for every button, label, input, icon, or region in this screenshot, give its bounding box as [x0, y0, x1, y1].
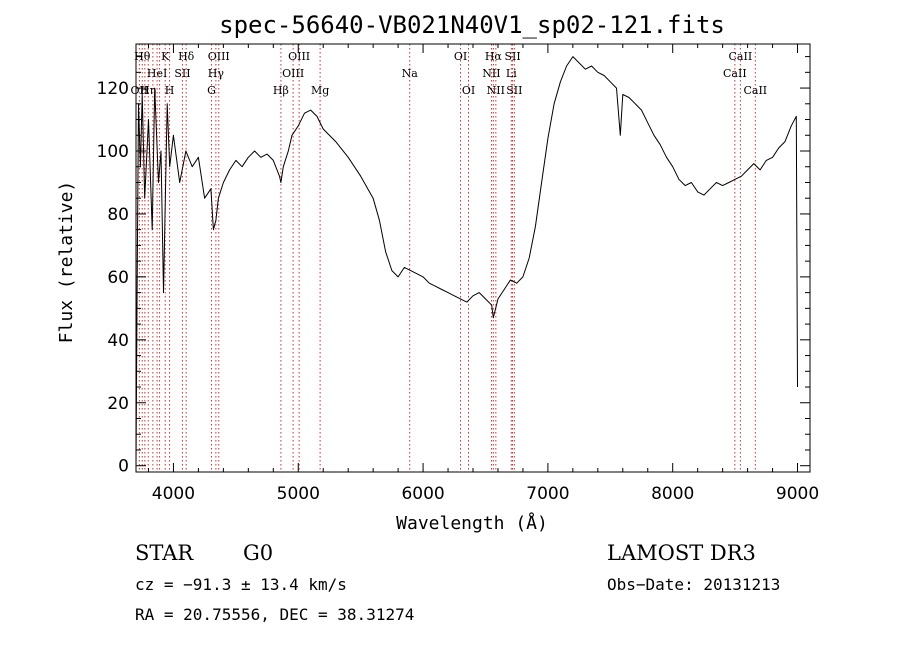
x-tick-label: 8000	[651, 484, 694, 504]
obs-date: Obs−Date: 20131213	[607, 575, 780, 594]
marker-label: CaII	[743, 84, 767, 97]
x-tick-label: 7000	[526, 484, 569, 504]
marker-label: Hγ	[208, 67, 225, 80]
marker-label: NII	[482, 67, 500, 80]
plot-frame	[135, 43, 811, 473]
marker-label: Hα	[485, 50, 503, 63]
marker-label: OI	[454, 50, 467, 63]
y-tick-label: 0	[118, 457, 129, 477]
marker-label: OI	[462, 84, 475, 97]
marker-label: K	[161, 50, 170, 63]
x-axis-label: Wavelength (Å)	[396, 512, 548, 534]
marker-label: NII	[487, 84, 505, 97]
x-tick-label: 4000	[152, 484, 195, 504]
marker-lines	[138, 44, 756, 472]
marker-labels: OII Hθ Hη HeI K H SII Hδ G Hγ OIII Hβ OIII OIII Mg Na OI…	[131, 50, 768, 97]
spectral-subclass: G0	[243, 541, 273, 565]
marker-label: OIII	[288, 50, 310, 63]
marker-label: Hη	[140, 84, 156, 97]
y-tick-label: 40	[107, 331, 129, 351]
marker-label: H	[165, 84, 175, 97]
object-class: STAR	[135, 541, 194, 565]
marker-label: SII	[506, 84, 522, 97]
y-tick-label: 100	[97, 142, 129, 162]
y-tick-label: 60	[107, 268, 129, 288]
marker-label: CaII	[723, 67, 747, 80]
x-tick-label: 9000	[776, 484, 819, 504]
y-tick-label: 120	[97, 79, 129, 99]
marker-label: G	[207, 84, 216, 97]
marker-label: OIII	[208, 50, 230, 63]
y-axis: 0 20 40 60 80 100 120	[97, 56, 810, 477]
marker-label: OII	[131, 84, 149, 97]
marker-label: HeI	[147, 67, 167, 80]
marker-label: OIII	[282, 67, 304, 80]
x-tick-label: 6000	[401, 484, 444, 504]
marker-label: Na	[402, 67, 419, 80]
redshift-info: cz = −91.3 ± 13.4 km/s	[135, 575, 347, 594]
x-axis: 4000 5000 6000 7000 8000 9000	[147, 44, 819, 504]
marker-label: CaII	[729, 50, 753, 63]
marker-label: Hβ	[273, 84, 289, 97]
spectrum-line	[135, 56, 798, 466]
marker-label: Mg	[311, 84, 329, 97]
marker-label: Hθ	[134, 50, 151, 63]
y-tick-label: 20	[107, 394, 129, 414]
marker-label: Li	[506, 67, 517, 80]
coordinates: RA = 20.75556, DEC = 38.31274	[135, 605, 414, 624]
marker-label: SII	[504, 50, 520, 63]
y-axis-label: Flux (relative)	[56, 181, 77, 344]
marker-label: SII	[174, 67, 190, 80]
x-tick-label: 5000	[277, 484, 320, 504]
survey-name: LAMOST DR3	[607, 541, 756, 565]
marker-label: Hδ	[178, 50, 195, 63]
y-tick-label: 80	[107, 205, 129, 225]
chart-title: spec-56640-VB021N40V1_sp02-121.fits	[219, 11, 725, 39]
